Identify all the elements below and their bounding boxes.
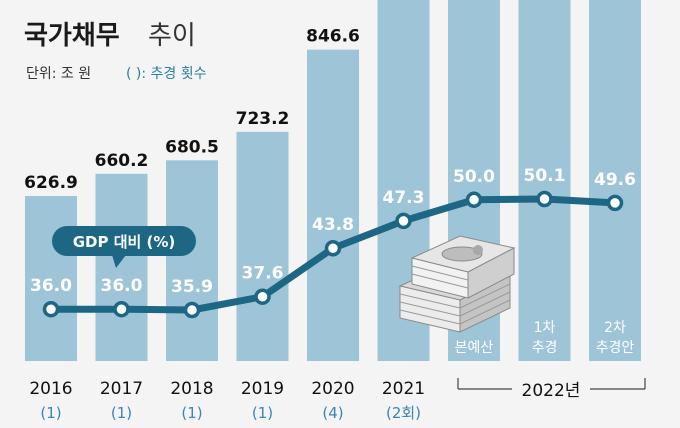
gdp-dot-6 bbox=[465, 191, 483, 209]
chart-title-bold: 국가채무 bbox=[24, 21, 120, 51]
money-stack-icon bbox=[398, 235, 516, 333]
gdp-value-label-1: 36.0 bbox=[101, 276, 143, 296]
gdp-dot-8 bbox=[606, 194, 624, 212]
year-2022-label: 2022년 bbox=[522, 381, 581, 401]
bar-4 bbox=[307, 49, 359, 362]
gdp-value-label-4: 43.8 bbox=[312, 215, 354, 235]
gdp-value-label-5: 47.3 bbox=[383, 188, 425, 208]
inside-label-1-0: 1차 bbox=[534, 320, 556, 336]
x-tick-label-3: 2019 bbox=[241, 379, 284, 399]
x-sub-label-0: (1) bbox=[40, 404, 61, 422]
x-sub-label-5: (2회) bbox=[386, 404, 421, 422]
x-sub-label-3: (1) bbox=[252, 404, 273, 422]
gdp-dot-5 bbox=[395, 212, 412, 230]
gdp-value-label-6: 50.0 bbox=[453, 167, 495, 187]
bar-2 bbox=[166, 160, 218, 361]
x-tick-label-1: 2017 bbox=[100, 379, 143, 399]
gdp-value-label-7: 50.1 bbox=[524, 166, 566, 186]
legend-note: ( ): 추경 횟수 bbox=[126, 66, 207, 82]
gdp-value-label-0: 36.0 bbox=[30, 276, 72, 296]
unit-note: 단위: 조 원 bbox=[26, 66, 91, 82]
gdp-dot-0 bbox=[42, 300, 60, 318]
bar-value-label-2: 680.5 bbox=[165, 137, 219, 157]
gdp-value-layer: 36.0 36.0 35.9 37.6 43.8 47.3 50.0 50.1 49.6 bbox=[30, 166, 636, 297]
bar-value-label-4: 846.6 bbox=[306, 27, 360, 47]
bar-1 bbox=[95, 173, 148, 361]
gdp-dot-1 bbox=[113, 300, 130, 318]
x-tick-label-5: 2021 bbox=[382, 379, 425, 399]
x-tick-label-2: 2018 bbox=[170, 379, 213, 399]
chart-title-light: 추이 bbox=[148, 21, 196, 51]
bar-3 bbox=[236, 131, 289, 361]
inside-label-2-0: 2차 bbox=[604, 320, 626, 336]
x-sub-label-2: (1) bbox=[181, 404, 202, 422]
gdp-dot-3 bbox=[254, 288, 271, 305]
inside-label-2-1: 추경안 bbox=[596, 340, 635, 356]
bar-8 bbox=[589, 0, 641, 362]
gdp-legend-label: GDP 대비 (%) bbox=[73, 233, 176, 251]
x-sub-label-4: (4) bbox=[322, 404, 343, 422]
gdp-value-label-2: 35.9 bbox=[171, 277, 213, 297]
inside-label-0-0: 본예산 bbox=[455, 340, 494, 356]
gdp-dot-7 bbox=[536, 190, 553, 208]
gdp-dot-2 bbox=[183, 301, 201, 319]
bar-7 bbox=[518, 0, 571, 361]
gdp-dot-4 bbox=[324, 239, 342, 257]
x-sub-label-1: (1) bbox=[111, 404, 132, 422]
year-2022-bracket: 2022년 bbox=[457, 378, 646, 401]
x-axis-labels: 2016 (1) 2017 (1) 2018 (1) 2019 (1) 2020 (4) 2021 (… bbox=[29, 379, 425, 422]
bar-layer bbox=[25, 0, 641, 362]
gdp-legend-callout: GDP 대비 (%) bbox=[52, 226, 196, 268]
bar-value-label-1: 660.2 bbox=[95, 151, 149, 171]
x-tick-label-4: 2020 bbox=[311, 379, 354, 399]
gdp-value-label-8: 49.6 bbox=[594, 170, 636, 190]
inside-label-1-1: 추경 bbox=[532, 340, 558, 356]
bar-value-layer: 626.9660.2680.5723.2846.6965.31,064.41,0… bbox=[24, 27, 360, 193]
bar-0 bbox=[25, 196, 77, 361]
bar-value-label-3: 723.2 bbox=[236, 109, 290, 129]
x-tick-label-0: 2016 bbox=[29, 379, 72, 399]
gdp-value-label-3: 37.6 bbox=[242, 264, 284, 284]
gdp-dot-layer bbox=[42, 190, 624, 319]
bar-value-label-0: 626.9 bbox=[24, 173, 78, 193]
